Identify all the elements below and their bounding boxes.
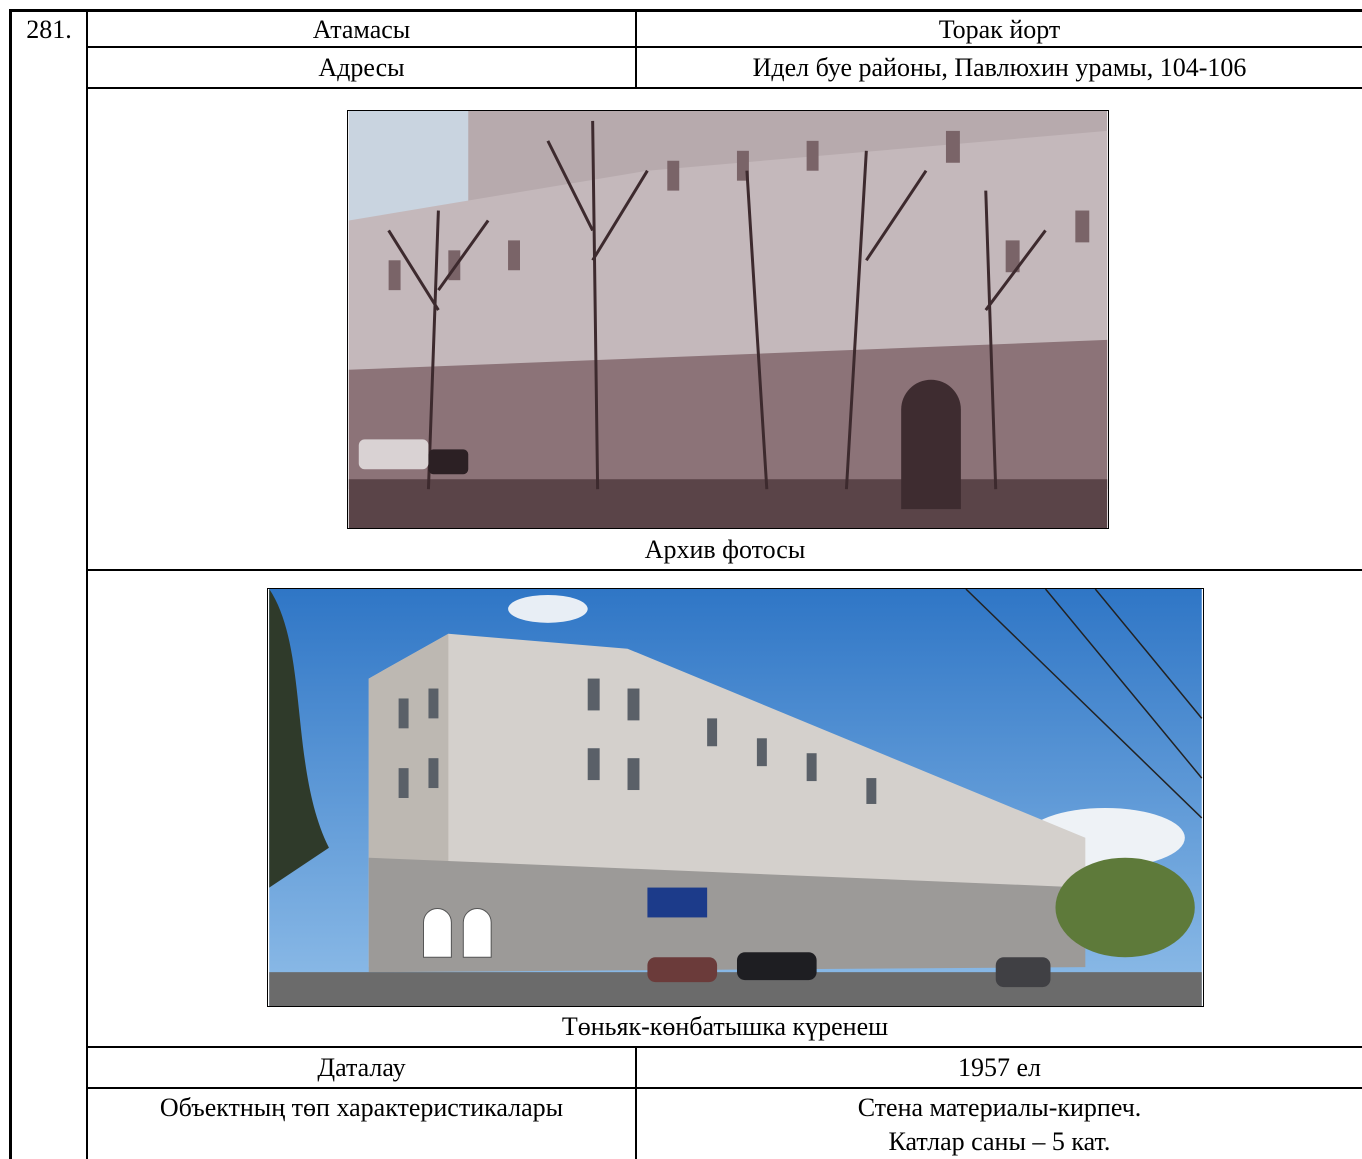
border <box>87 569 1362 571</box>
border <box>87 1046 1362 1048</box>
field-value: Идел буе районы, Павлюхин урамы, 104-106 <box>752 52 1247 82</box>
border <box>87 46 1362 48</box>
photo-caption: Архив фотосы <box>644 535 806 564</box>
border <box>635 10 637 88</box>
field-value: Торак йорт <box>938 14 1061 44</box>
field-label: Даталау <box>317 1052 406 1082</box>
current-photo <box>267 588 1204 1007</box>
field-label: Адресы <box>318 52 405 82</box>
border <box>9 9 12 1159</box>
border <box>86 10 88 1159</box>
border <box>87 87 1362 89</box>
photo-caption: Төньяк-көнбатышка күренеш <box>561 1012 889 1041</box>
border <box>635 1047 637 1159</box>
field-label: Атамасы <box>312 14 411 44</box>
record-number: 281. <box>26 15 72 44</box>
field-value-line: Стена материалы-кирпеч. <box>857 1093 1142 1122</box>
field-value: 1957 ел <box>957 1052 1041 1082</box>
border <box>10 9 1362 12</box>
field-label: Объектның төп характеристикалары <box>159 1093 564 1122</box>
field-value-line: Катлар саны – 5 кат. <box>888 1127 1111 1156</box>
archive-photo <box>347 110 1109 529</box>
border <box>87 1087 1362 1089</box>
